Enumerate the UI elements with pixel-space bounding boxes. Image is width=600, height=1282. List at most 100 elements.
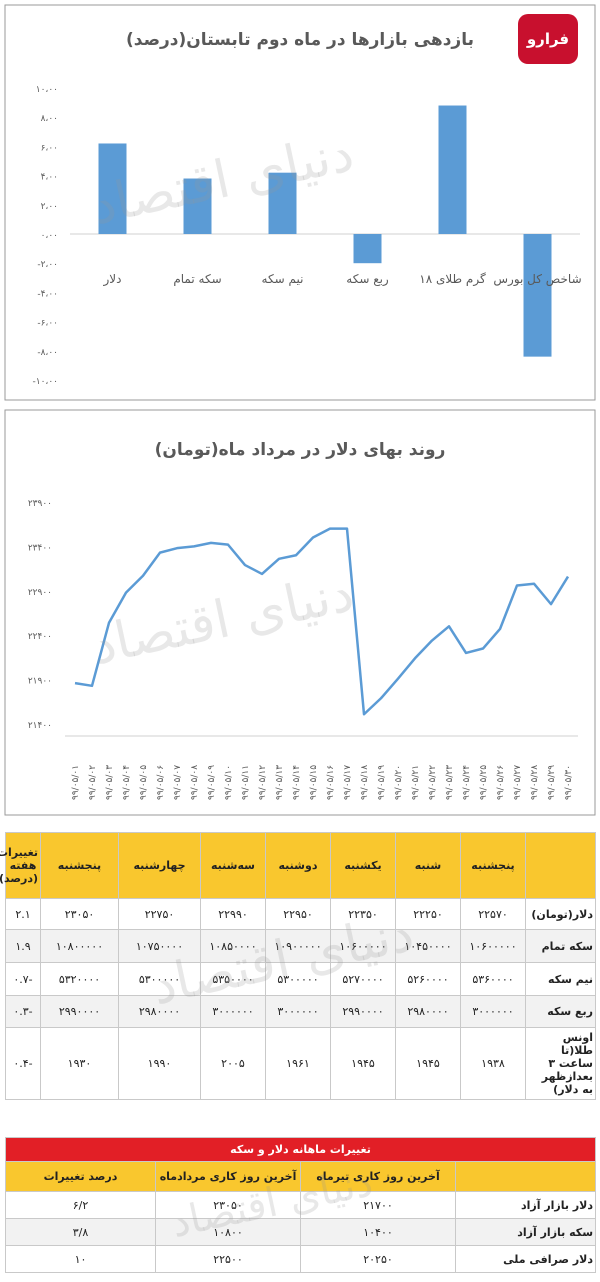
cell: ۱۰۶۰۰۰۰۰ — [460, 929, 526, 963]
cell: ۲۳۰۵۰ — [40, 898, 119, 930]
cell: ۲۲۳۵۰ — [330, 898, 396, 930]
x-tick-label: ۹۹/۰۵/۲۳ — [445, 765, 455, 800]
cell: ۲۹۸۰۰۰۰ — [395, 995, 461, 1028]
y-tick-label: ۸،۰۰ — [41, 114, 58, 124]
header-cell: پنجشنبه — [460, 832, 526, 899]
x-tick-label: ۹۹/۰۵/۰۱ — [71, 765, 81, 800]
row: دلار(تومان) ۲۲۵۷۰ ۲۲۲۵۰ ۲۲۳۵۰ ۲۲۹۵۰ ۲۲۹۹۰ ۲۲۷۵… — [5, 898, 596, 930]
row-label: ربع سکه — [525, 995, 596, 1028]
bar — [98, 143, 127, 234]
x-tick-label: ۹۹/۰۵/۱۰ — [224, 765, 234, 800]
x-tick-label: ۹۹/۰۵/۲۰ — [394, 765, 404, 800]
cell: ۱۹۳۸ — [460, 1027, 526, 1100]
chart-title: روند بهای دلار در مرداد ماه(تومان) — [155, 440, 446, 460]
x-tick-label: ۹۹/۰۵/۲۲ — [428, 765, 438, 800]
x-tick-label: ۹۹/۰۵/۳۰ — [564, 765, 574, 800]
cell: ۱۰۴۵۰۰۰۰ — [395, 929, 461, 963]
cell: ۳/۸ — [4, 1218, 157, 1246]
monthly-table: تغییرات ماهانه دلار و سکه آخرین روز کاری … — [4, 1137, 597, 1273]
cell: ۲۲۲۵۰ — [395, 898, 461, 930]
chart-frame — [4, 409, 596, 816]
x-tick-label: گرم طلای ۱۸ — [419, 272, 486, 287]
cell: ۱۰۸۰۰۰۰۰ — [40, 929, 119, 963]
x-tick-label: ۹۹/۰۵/۲۴ — [462, 765, 472, 800]
cell: ۱۰۷۵۰۰۰۰ — [118, 929, 201, 963]
row: ربع سکه ۳۰۰۰۰۰۰ ۲۹۸۰۰۰۰ ۲۹۹۰۰۰۰ ۳۰۰۰۰۰۰ ۳۰۰۰۰… — [5, 995, 596, 1028]
y-tick-label: ۲۲۴۰۰ — [28, 632, 52, 642]
y-tick-label: ۲،۰۰ — [41, 202, 58, 212]
x-tick-label: ربع سکه — [346, 272, 389, 287]
cell: ۲۱۷۰۰ — [300, 1191, 457, 1219]
bar — [523, 234, 552, 357]
cell: ۱۰۹۰۰۰۰۰ — [265, 929, 331, 963]
x-tick-label: ۹۹/۰۵/۲۸ — [530, 765, 540, 800]
cell: ۵۳۰۰۰۰۰ — [118, 962, 201, 996]
cell: -۰.۳ — [5, 995, 41, 1028]
x-tick-label: ۹۹/۰۵/۱۶ — [326, 765, 336, 800]
x-tick-label: ۹۹/۰۵/۱۹ — [377, 765, 387, 800]
bar — [183, 178, 212, 234]
x-tick-label: ۹۹/۰۵/۰۷ — [173, 765, 183, 800]
bar — [438, 105, 467, 235]
x-tick-label: دلار — [103, 272, 122, 287]
cell: ۲۲۵۰۰ — [155, 1245, 302, 1273]
header-cell: شنبه — [395, 832, 461, 899]
y-tick-label: -۶،۰۰ — [37, 319, 58, 329]
row: دلار بازار آزاد ۲۱۷۰۰ ۲۳۰۵۰ ۶/۲ — [4, 1191, 597, 1219]
cell: -۰.۷ — [5, 962, 41, 996]
cell: -۰.۴ — [5, 1027, 41, 1100]
y-tick-label: ۲۲۹۰۰ — [28, 588, 52, 598]
cell: ۱۹۴۵ — [330, 1027, 396, 1100]
cell: ۳۰۰۰۰۰۰ — [265, 995, 331, 1028]
cell: ۵۳۰۰۰۰۰ — [265, 962, 331, 996]
cell: ۲۰۲۵۰ — [300, 1245, 457, 1273]
x-tick-label: ۹۹/۰۵/۰۸ — [190, 765, 200, 800]
bar — [268, 172, 297, 234]
cell: ۲۳۰۵۰ — [155, 1191, 302, 1219]
y-tick-label: ۶،۰۰ — [41, 143, 58, 153]
header-row: آخرین روز کاری تیرماه آخرین روز کاری مردا… — [4, 1161, 597, 1192]
y-tick-label: -۴،۰۰ — [37, 289, 58, 299]
weekly-table: پنجشنبه شنبه یکشنبه دوشنبه سه‌شنبه چهارشنبه پن… — [0, 832, 596, 1100]
header-cell: تغییرات هفته (درصد) — [0, 832, 41, 899]
cell: ۵۳۲۰۰۰۰ — [40, 962, 119, 996]
y-tick-label: ۲۳۴۰۰ — [28, 543, 52, 553]
y-tick-label: ۲۱۴۰۰ — [28, 721, 52, 731]
cell: ۱۰۸۵۰۰۰۰ — [200, 929, 266, 963]
row-label: دلار بازار آزاد — [455, 1191, 597, 1219]
cell: ۲۲۹۹۰ — [200, 898, 266, 930]
x-tick-label: ۹۹/۰۵/۱۲ — [258, 765, 268, 800]
cell: ۲۲۷۵۰ — [118, 898, 201, 930]
x-tick-label: ۹۹/۰۵/۰۶ — [156, 765, 166, 800]
logo-badge — [518, 14, 578, 64]
cell: ۲.۱ — [5, 898, 41, 930]
x-tick-label: ۹۹/۰۵/۰۹ — [207, 765, 217, 800]
cell: ۱۰۸۰۰ — [155, 1218, 302, 1246]
row: سکه بازار آزاد ۱۰۴۰۰ ۱۰۸۰۰ ۳/۸ — [4, 1218, 597, 1246]
y-tick-label: -۱۰،۰۰ — [33, 377, 59, 387]
x-tick-label: ۹۹/۰۵/۲۷ — [513, 765, 523, 800]
x-tick-label: ۹۹/۰۵/۰۲ — [88, 765, 98, 800]
x-tick-label: ۹۹/۰۵/۰۳ — [105, 765, 115, 800]
line — [74, 527, 570, 716]
x-tick-label: ۹۹/۰۵/۱۷ — [343, 765, 353, 800]
cell: ۱۹۶۱ — [265, 1027, 331, 1100]
row: اونس طلا(تا ساعت ۳ بعدازظهر به دلار) ۱۹۳۸… — [5, 1027, 596, 1100]
cell: ۱.۹ — [5, 929, 41, 963]
x-tick-label: ۹۹/۰۵/۱۱ — [241, 765, 251, 800]
cell: ۲۲۹۵۰ — [265, 898, 331, 930]
x-tick-label: ۹۹/۰۵/۰۴ — [122, 765, 132, 800]
cell: ۱۹۳۰ — [40, 1027, 119, 1100]
corner-cell — [455, 1161, 597, 1192]
header-cell: آخرین روز کاری مردادماه — [155, 1161, 302, 1192]
x-tick-label: ۹۹/۰۵/۱۴ — [292, 765, 302, 800]
y-tick-label: ۲۳۹۰۰ — [28, 499, 52, 509]
cell: ۵۳۶۰۰۰۰ — [460, 962, 526, 996]
charts: فرارو بازدهی بازارها در ماه دوم تابستان(… — [4, 4, 596, 816]
x-tick-label: نیم سکه — [262, 272, 304, 286]
x-tick-label: ۹۹/۰۵/۲۹ — [547, 765, 557, 800]
x-tick-label: ۹۹/۰۵/۱۳ — [275, 765, 285, 800]
cell: ۵۲۷۰۰۰۰ — [330, 962, 396, 996]
header-row: پنجشنبه شنبه یکشنبه دوشنبه سه‌شنبه چهارشنبه پن… — [0, 832, 596, 899]
